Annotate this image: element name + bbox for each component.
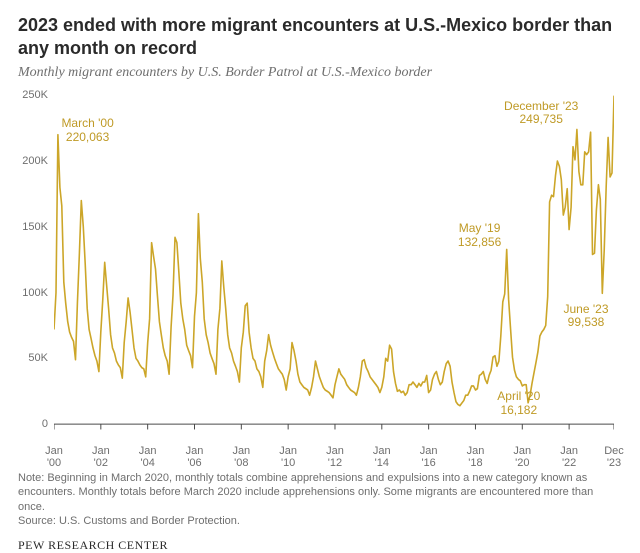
plot-area: 050K100K150K200K250KJan'00Jan'02Jan'04Ja…: [54, 89, 614, 439]
chart-footer: PEW RESEARCH CENTER: [18, 538, 622, 553]
chart-subtitle: Monthly migrant encounters by U.S. Borde…: [18, 65, 622, 81]
y-tick-label: 150K: [22, 221, 48, 233]
x-tick-label: Jan'18: [467, 445, 485, 469]
x-tick-label: Jan'04: [139, 445, 157, 469]
x-tick-label: Jan'08: [232, 445, 250, 469]
x-tick-label: Dec'23: [604, 445, 624, 469]
y-tick-label: 0: [42, 418, 48, 430]
annotation: June '2399,538: [564, 303, 609, 331]
chart-note: Note: Beginning in March 2020, monthly t…: [18, 471, 622, 528]
x-tick-label: Jan'02: [92, 445, 110, 469]
x-tick-label: Jan'12: [326, 445, 344, 469]
x-tick-label: Jan'14: [373, 445, 391, 469]
x-tick-label: Jan'22: [560, 445, 578, 469]
source-text: Source: U.S. Customs and Border Protecti…: [18, 515, 240, 527]
annotation: May '19132,856: [458, 222, 501, 250]
line-chart-svg: [54, 89, 614, 439]
y-tick-label: 250K: [22, 89, 48, 101]
y-tick-label: 50K: [28, 352, 48, 364]
chart-container: 2023 ended with more migrant encounters …: [0, 0, 640, 543]
y-tick-label: 200K: [22, 155, 48, 167]
x-tick-label: Jan'16: [420, 445, 438, 469]
annotation: March '00220,063: [61, 117, 113, 145]
x-tick-label: Jan'00: [45, 445, 63, 469]
x-tick-label: Jan'06: [186, 445, 204, 469]
annotation: April '2016,182: [497, 390, 540, 418]
y-tick-label: 100K: [22, 287, 48, 299]
annotation: December '23249,735: [504, 100, 578, 128]
chart-title: 2023 ended with more migrant encounters …: [18, 14, 622, 59]
note-text: Note: Beginning in March 2020, monthly t…: [18, 472, 593, 513]
x-tick-label: Jan'20: [513, 445, 531, 469]
x-tick-label: Jan'10: [279, 445, 297, 469]
